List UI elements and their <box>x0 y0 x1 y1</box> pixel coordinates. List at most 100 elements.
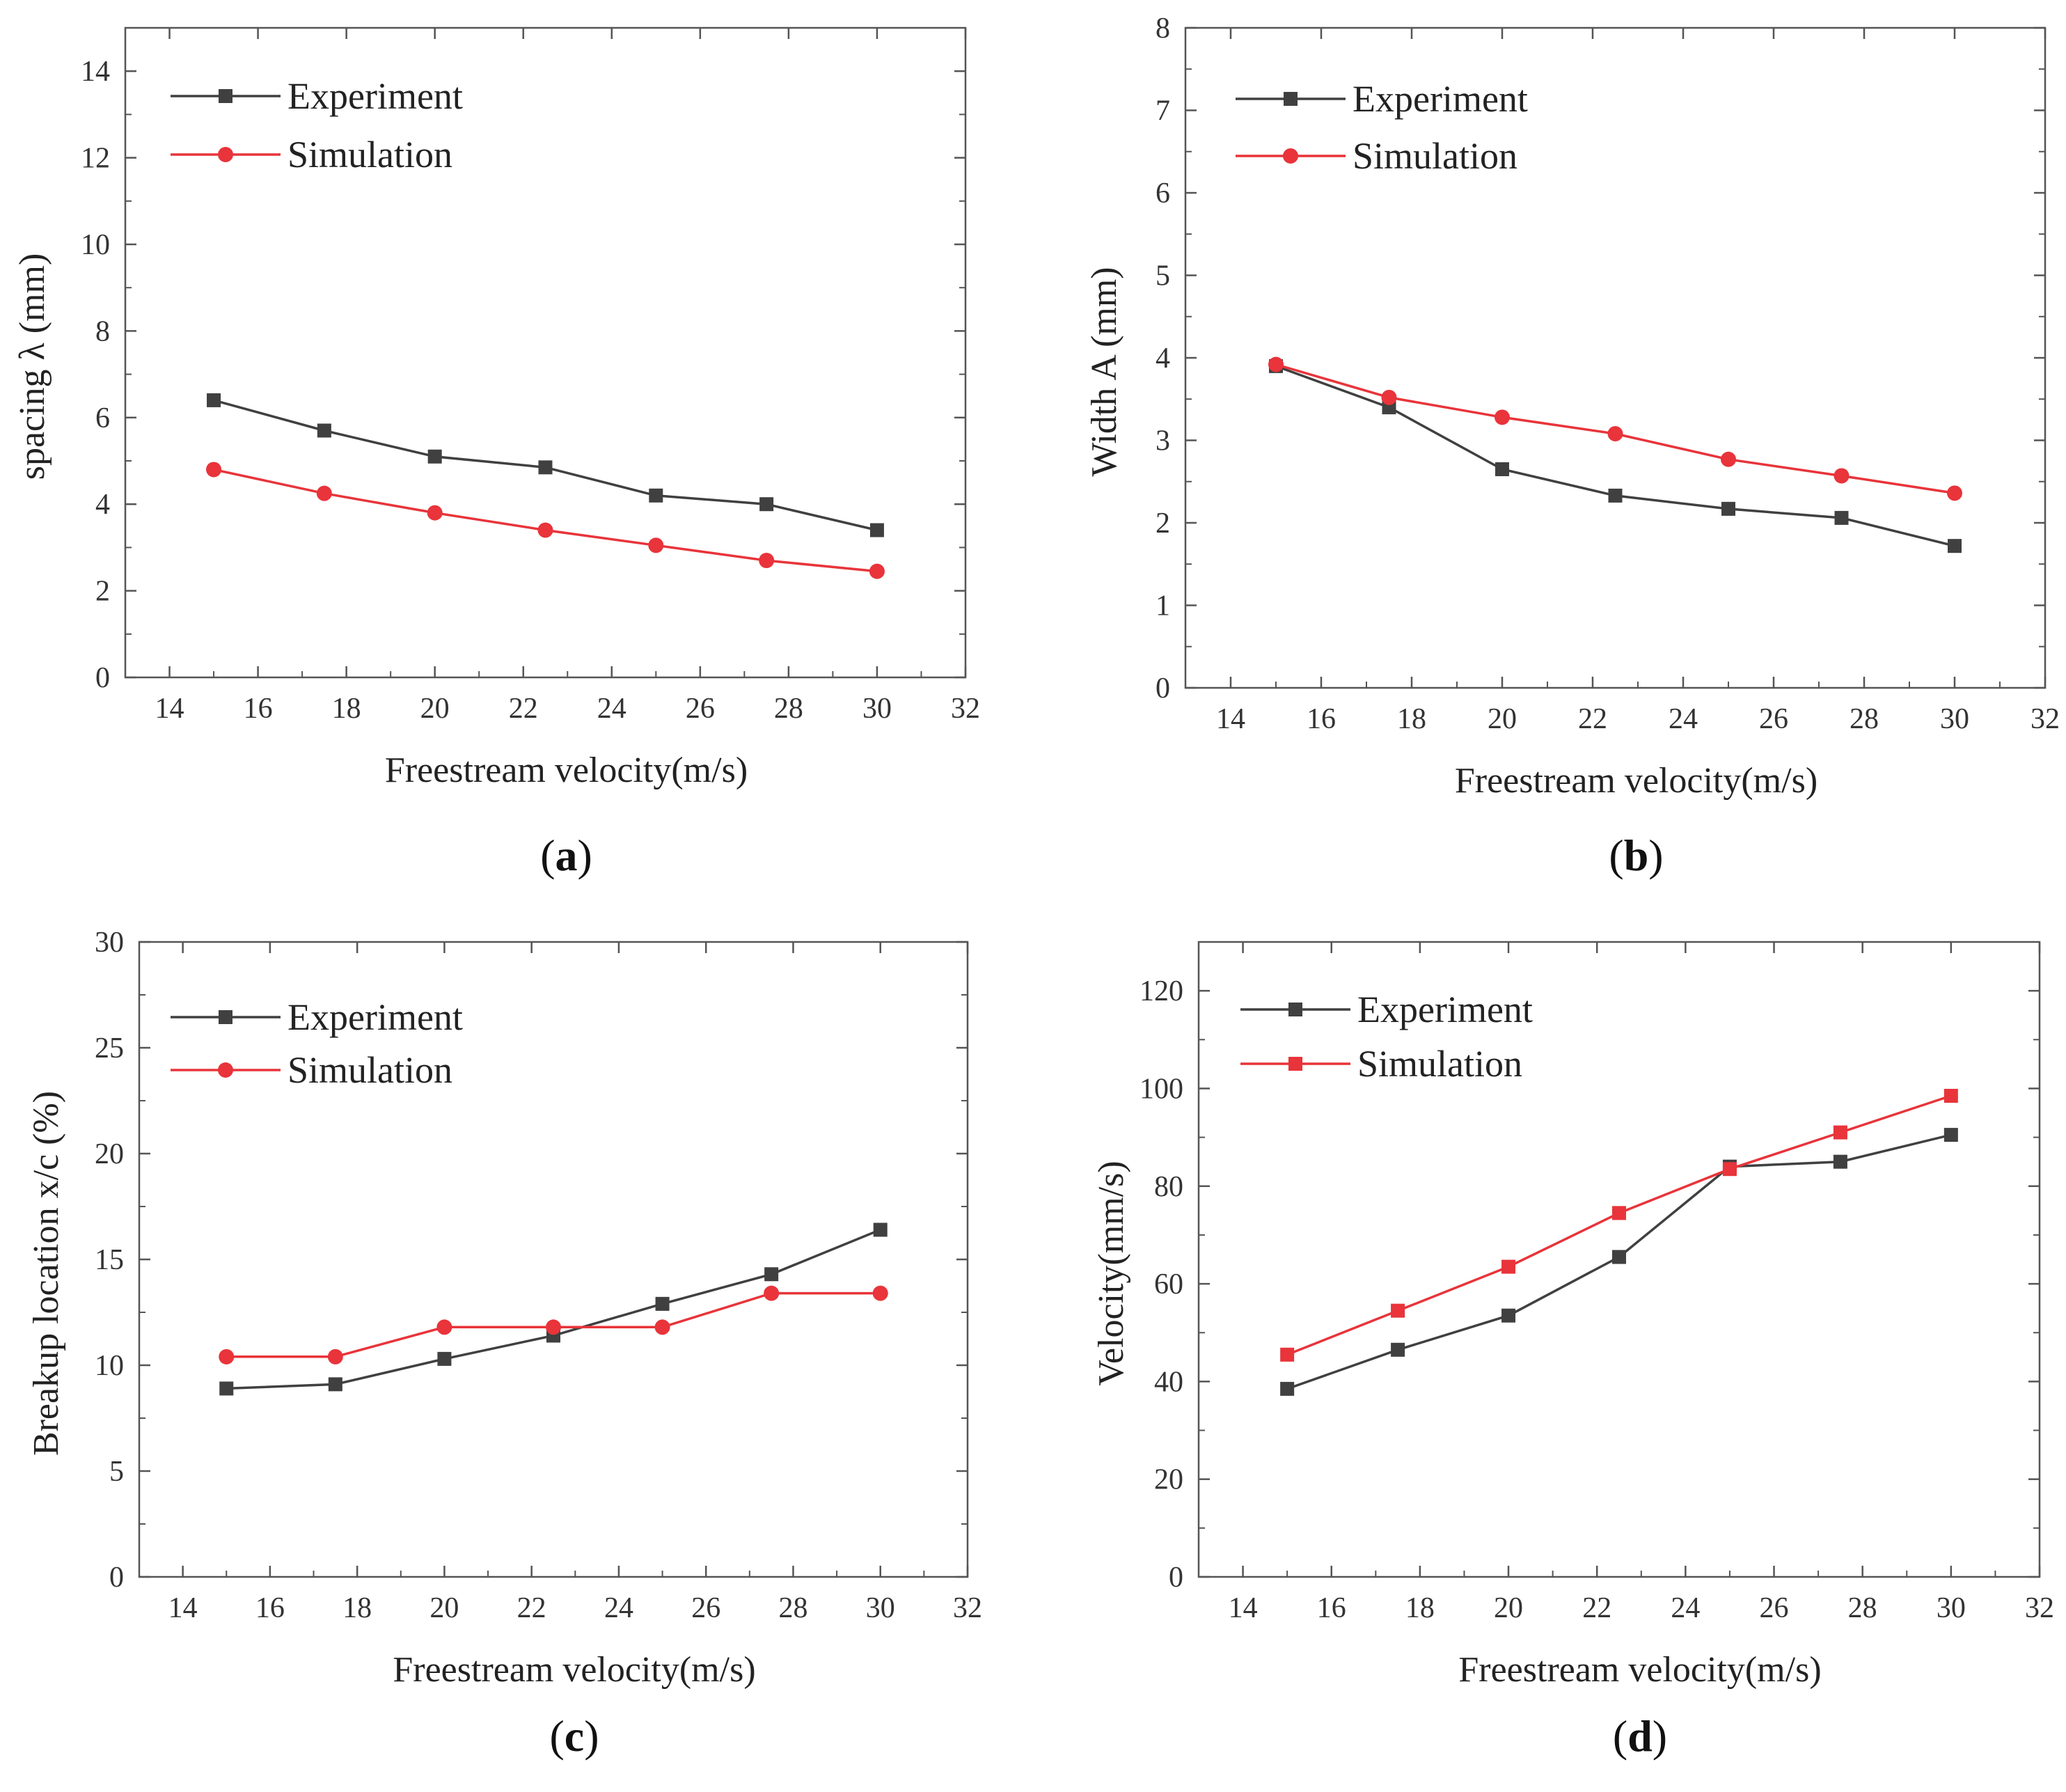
y-tick-label: 14 <box>81 56 110 88</box>
series-simulation <box>1268 356 1962 501</box>
data-point <box>546 1319 561 1335</box>
y-tick-label: 5 <box>109 1456 124 1488</box>
legend-label: Simulation <box>287 1049 452 1091</box>
y-tick-label: 6 <box>95 402 110 434</box>
data-point <box>1721 451 1736 467</box>
x-tick-label: 28 <box>1848 1592 1877 1624</box>
legend-marker <box>1288 1003 1302 1016</box>
legend-marker <box>219 1010 232 1024</box>
y-tick-label: 1 <box>1156 590 1170 622</box>
legend-label: Experiment <box>287 996 463 1038</box>
data-point <box>327 1349 343 1365</box>
x-tick-label: 28 <box>1850 703 1879 735</box>
data-point <box>1834 510 1849 525</box>
x-tick-label: 24 <box>604 1592 633 1624</box>
series-simulation <box>219 1285 888 1365</box>
y-tick-label: 0 <box>109 1562 124 1594</box>
legend-label: Simulation <box>1357 1043 1522 1085</box>
data-point <box>873 1223 888 1237</box>
x-tick-label: 16 <box>1307 703 1336 735</box>
y-tick-label: 30 <box>95 927 124 959</box>
data-point <box>1391 1303 1405 1318</box>
legend-marker <box>218 147 233 162</box>
data-point <box>207 393 221 407</box>
y-tick-label: 7 <box>1156 95 1170 127</box>
y-tick-label: 120 <box>1140 975 1183 1007</box>
data-point <box>655 1296 670 1311</box>
data-point <box>206 462 222 478</box>
x-tick-label: 30 <box>1937 1592 1966 1624</box>
y-axis-title: Width A (mm) <box>1085 267 1124 476</box>
legend-marker <box>1288 1057 1302 1071</box>
legend-entry-experiment: Experiment <box>171 996 463 1038</box>
y-tick-label: 20 <box>1154 1464 1183 1496</box>
y-axis-title: Breakup location x/c (%) <box>26 1091 66 1456</box>
y-axis-title: Velocity(mm/s) <box>1091 1161 1131 1386</box>
y-tick-label: 100 <box>1140 1073 1183 1105</box>
y-tick-label: 0 <box>1156 673 1170 705</box>
data-point <box>1391 1342 1405 1357</box>
y-tick-label: 8 <box>95 315 110 347</box>
x-tick-label: 32 <box>951 693 980 725</box>
data-point <box>219 1349 235 1365</box>
y-tick-label: 20 <box>95 1138 124 1170</box>
data-point <box>869 563 885 579</box>
data-point <box>1833 1125 1847 1140</box>
y-tick-label: 60 <box>1154 1268 1183 1300</box>
x-tick-label: 14 <box>1229 1592 1258 1624</box>
x-tick-label: 24 <box>1669 703 1698 735</box>
data-point <box>1833 1154 1847 1169</box>
x-tick-label: 30 <box>862 693 892 725</box>
data-point <box>1501 1259 1516 1274</box>
x-tick-label: 14 <box>168 1592 198 1624</box>
series-line <box>1286 1094 1952 1356</box>
data-point <box>1381 389 1397 405</box>
data-point <box>1607 426 1623 442</box>
data-point <box>1834 468 1850 484</box>
series-experiment <box>219 1223 888 1396</box>
data-point <box>316 485 332 501</box>
y-axis-title: spacing λ (mm) <box>13 253 52 480</box>
data-point <box>759 553 775 569</box>
plot-frame <box>1184 26 2047 689</box>
data-point <box>1612 1206 1626 1220</box>
data-point <box>1608 488 1623 503</box>
x-axis-title: Freestream velocity(m/s) <box>1455 761 1817 801</box>
data-point <box>328 1377 342 1392</box>
legend-label: Simulation <box>1353 135 1517 177</box>
y-tick-label: 15 <box>95 1244 124 1276</box>
data-point <box>1501 1308 1516 1323</box>
series-experiment <box>1269 359 1962 553</box>
plot-frame <box>138 941 969 1578</box>
legend-entry-simulation: Simulation <box>1236 135 1517 177</box>
y-tick-label: 8 <box>1156 13 1170 45</box>
x-tick-label: 30 <box>866 1592 895 1624</box>
legend-marker <box>218 1062 233 1078</box>
data-point <box>1280 1347 1295 1362</box>
data-point <box>872 1285 888 1301</box>
data-point <box>649 488 663 503</box>
x-axis-title: Freestream velocity(m/s) <box>385 750 748 790</box>
x-tick-label: 22 <box>1578 703 1607 735</box>
series-experiment <box>1280 1128 1958 1396</box>
data-point <box>1268 356 1284 372</box>
legend-entry-simulation: Simulation <box>171 134 452 175</box>
y-tick-label: 80 <box>1154 1171 1183 1203</box>
x-tick-label: 32 <box>2025 1592 2054 1624</box>
y-tick-label: 10 <box>95 1350 124 1382</box>
x-tick-label: 22 <box>517 1592 546 1624</box>
data-point <box>1948 539 1962 553</box>
data-point <box>1947 485 1962 501</box>
data-point <box>437 1351 452 1366</box>
series-simulation <box>206 462 885 579</box>
y-tick-label: 25 <box>95 1032 124 1064</box>
plot-frame <box>1197 941 2041 1578</box>
x-tick-label: 28 <box>778 1592 807 1624</box>
x-tick-label: 22 <box>1582 1592 1611 1624</box>
data-point <box>317 423 331 438</box>
data-point <box>869 523 884 537</box>
y-tick-label: 4 <box>1156 343 1170 375</box>
data-point <box>427 505 443 521</box>
legend-marker <box>1284 92 1298 106</box>
